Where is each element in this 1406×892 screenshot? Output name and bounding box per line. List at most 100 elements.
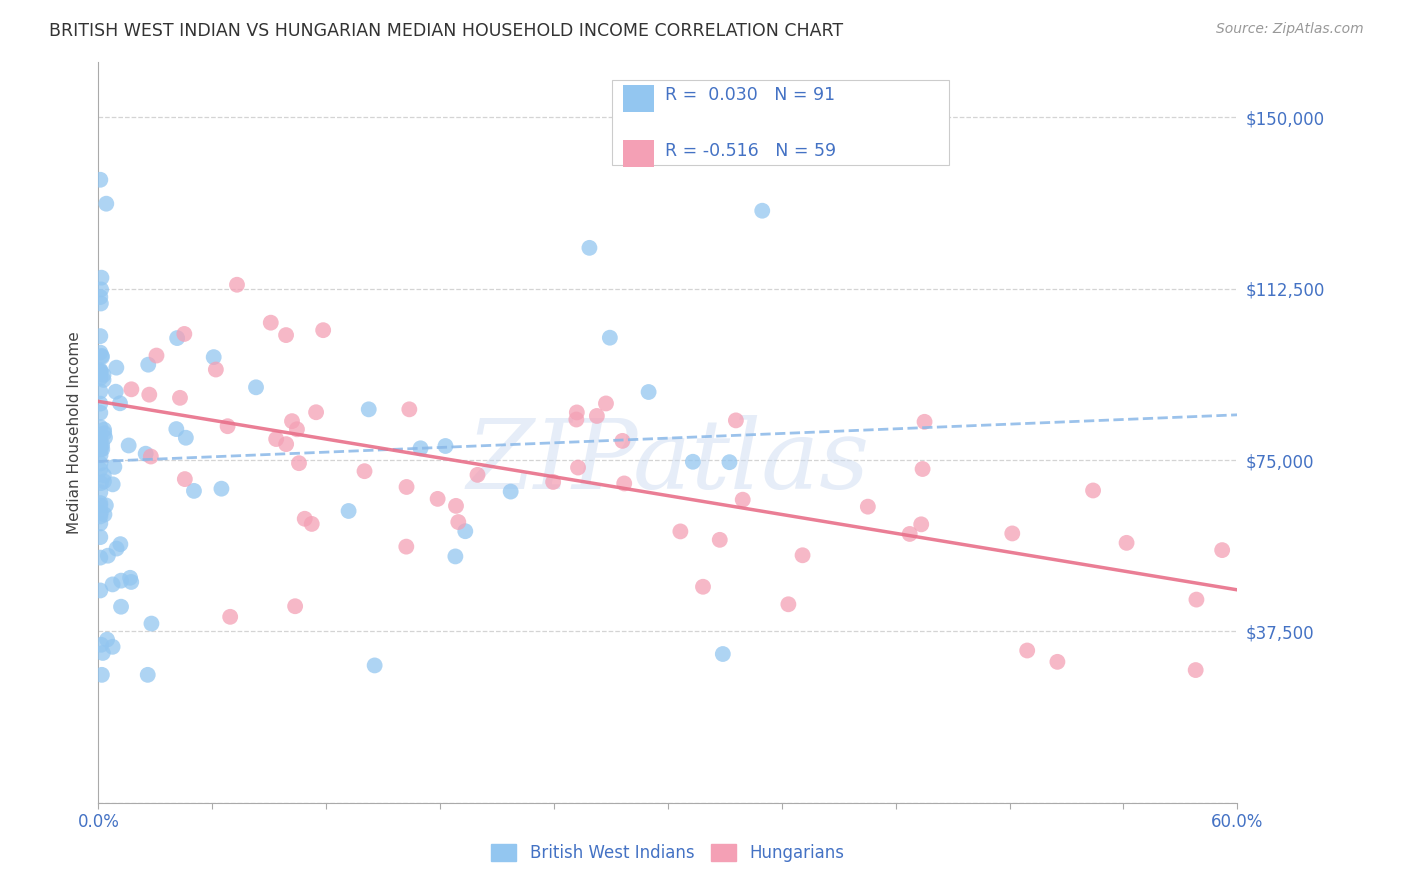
Point <box>90 349 112 363</box>
Point <box>110 599 132 614</box>
Point <box>731 492 754 507</box>
Point <box>91 438 114 452</box>
Point <box>89 420 111 434</box>
Point <box>718 455 741 469</box>
Point <box>217 419 239 434</box>
Point <box>89 485 111 500</box>
Point <box>682 455 704 469</box>
Point <box>792 549 814 563</box>
Point <box>363 658 385 673</box>
Point <box>90 282 112 296</box>
Point <box>89 436 111 450</box>
Point <box>89 509 111 524</box>
Point <box>90 365 112 379</box>
Text: ZIPatlas: ZIPatlas <box>467 416 869 509</box>
Point <box>110 537 132 551</box>
Point <box>1185 592 1208 607</box>
Point <box>245 380 267 394</box>
Point <box>93 475 115 489</box>
Point <box>1017 643 1039 657</box>
Point <box>89 583 111 598</box>
Point <box>288 456 311 470</box>
Point <box>301 516 323 531</box>
Point <box>89 550 111 565</box>
Y-axis label: Median Household Income: Median Household Income <box>67 331 83 534</box>
Point <box>778 597 800 611</box>
Point <box>586 409 609 423</box>
Point <box>637 384 659 399</box>
Point <box>205 362 228 376</box>
Point <box>395 480 418 494</box>
Point <box>567 460 589 475</box>
Point <box>89 448 111 462</box>
Point <box>89 496 111 510</box>
Point <box>613 476 636 491</box>
Point <box>541 475 564 489</box>
Point <box>294 512 316 526</box>
Point <box>337 504 360 518</box>
Point <box>169 391 191 405</box>
Point <box>447 515 470 529</box>
Point <box>1184 663 1206 677</box>
Point <box>118 438 141 452</box>
Point <box>93 468 115 483</box>
Text: BRITISH WEST INDIAN VS HUNGARIAN MEDIAN HOUSEHOLD INCOME CORRELATION CHART: BRITISH WEST INDIAN VS HUNGARIAN MEDIAN … <box>49 22 844 40</box>
Point <box>136 668 159 682</box>
Point <box>96 632 118 647</box>
Point <box>90 638 112 652</box>
Point <box>89 173 111 187</box>
Point <box>96 196 118 211</box>
Point <box>434 439 457 453</box>
Point <box>89 329 111 343</box>
Point <box>454 524 477 539</box>
Point <box>692 580 714 594</box>
Point <box>911 462 934 476</box>
Point <box>120 382 142 396</box>
Point <box>398 402 420 417</box>
Point <box>101 640 124 654</box>
Text: R =  0.030   N = 91: R = 0.030 N = 91 <box>665 87 835 104</box>
Point <box>910 517 932 532</box>
Point <box>90 506 112 520</box>
Point <box>89 384 111 399</box>
Point <box>136 358 159 372</box>
Point <box>110 574 132 588</box>
Point <box>165 422 187 436</box>
Point <box>89 345 111 359</box>
Point <box>1081 483 1104 498</box>
Point <box>174 431 197 445</box>
Point <box>264 432 287 446</box>
Point <box>353 464 375 478</box>
Point <box>1115 536 1137 550</box>
Point <box>93 508 115 522</box>
Point <box>612 434 634 448</box>
Point <box>444 499 467 513</box>
Point <box>209 482 232 496</box>
Point <box>89 432 111 446</box>
Point <box>139 450 162 464</box>
Point <box>202 350 225 364</box>
Point <box>444 549 467 564</box>
Point <box>312 323 335 337</box>
Point <box>93 426 115 441</box>
Point <box>120 574 142 589</box>
Point <box>856 500 879 514</box>
Point <box>284 599 307 614</box>
Point <box>1046 655 1069 669</box>
Point <box>89 499 111 513</box>
Point <box>94 499 117 513</box>
Text: R = -0.516   N = 59: R = -0.516 N = 59 <box>665 142 837 160</box>
Point <box>89 396 111 410</box>
Point <box>89 363 111 377</box>
Point <box>173 326 195 341</box>
Point <box>89 371 111 385</box>
Point <box>91 350 114 364</box>
Point <box>90 270 112 285</box>
Point <box>599 331 621 345</box>
Point <box>260 316 283 330</box>
Point <box>93 423 115 437</box>
Point <box>90 296 112 310</box>
Point <box>89 457 111 471</box>
Point <box>578 241 600 255</box>
Point <box>94 430 117 444</box>
